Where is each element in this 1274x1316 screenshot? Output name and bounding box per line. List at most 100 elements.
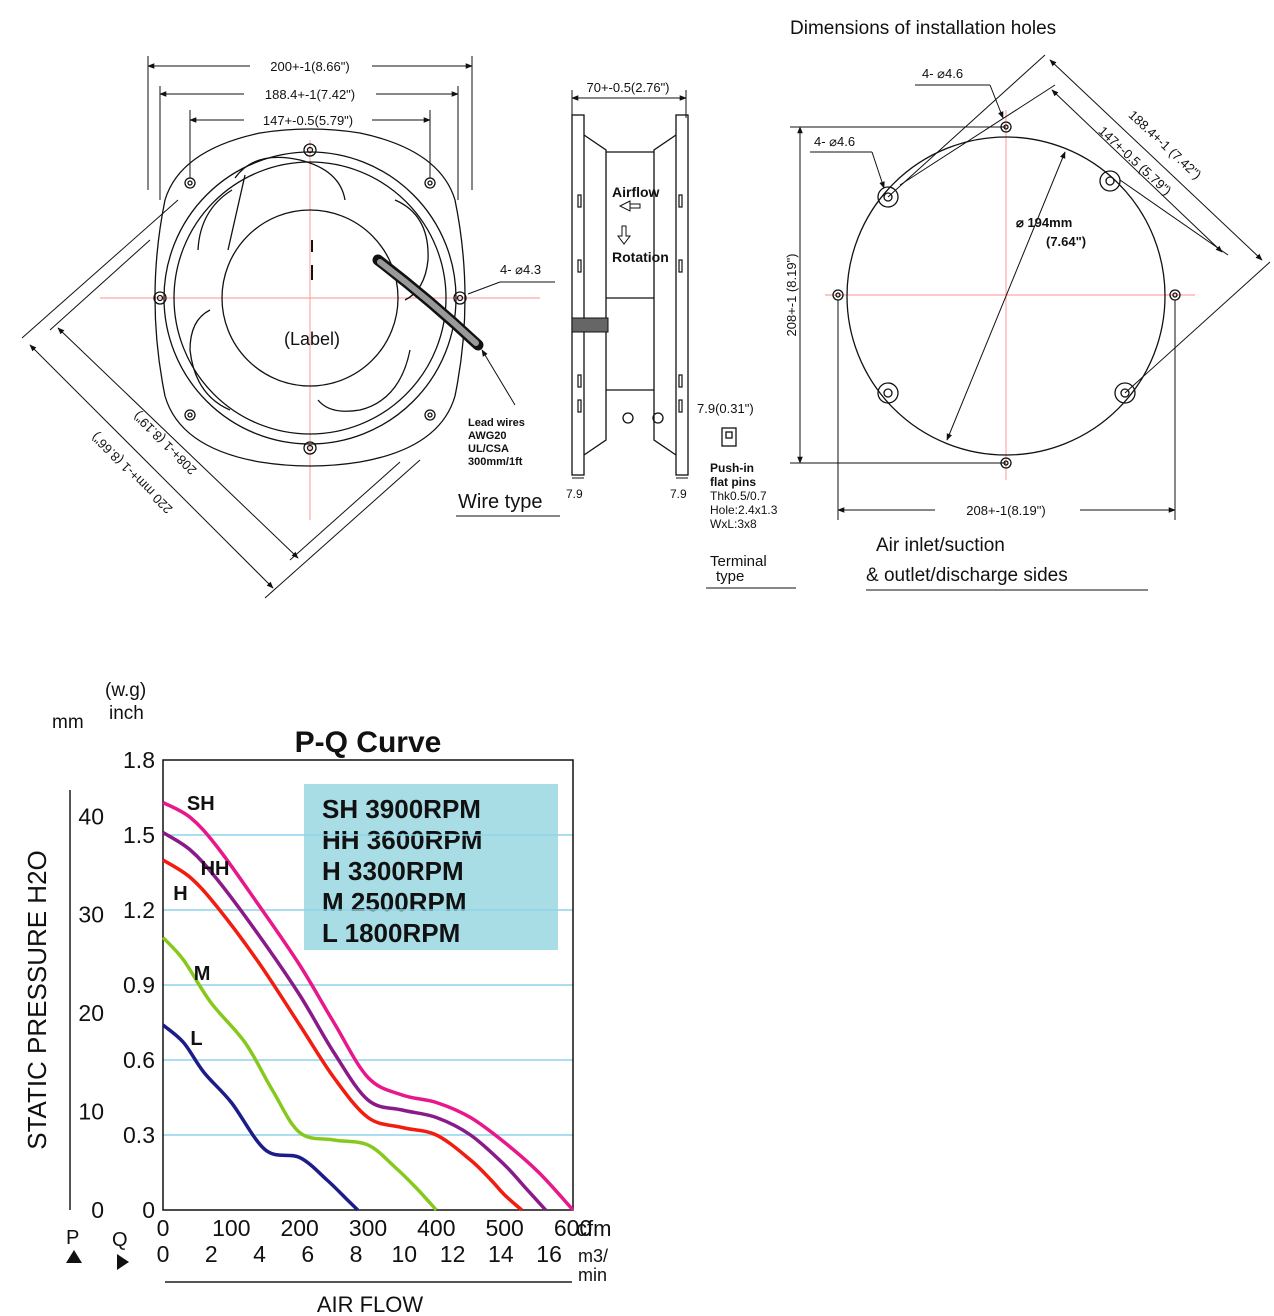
airflow-label: Airflow [612,184,660,200]
y-unit-mm: mm [52,712,84,733]
terminal-type-2: type [716,568,744,585]
x-tick-m3-7: 14 [488,1241,514,1267]
p-arrow-icon [66,1250,82,1263]
dim-208-diag-label: 208+-1 (8.19") [130,409,199,478]
y-tick-inch-4: 1.2 [123,897,155,923]
q-arrow-icon [117,1254,129,1270]
x-axis-label: AIR FLOW [317,1292,424,1316]
holes-caption-2: & outlet/discharge sides [866,565,1068,586]
legend-entry-3: M 2500RPM [322,887,467,917]
chart-title: P-Q Curve [295,726,442,759]
lead-wires-line-2: AWG20 [468,430,507,442]
terminal-type-1: Terminal [710,553,767,570]
y-tick-inch-3: 0.9 [123,972,155,998]
legend-entry-0: SH 3900RPM [322,794,481,824]
curve-label-sh: SH [187,793,215,815]
hole-top-spec: 4- ⌀4.6 [922,66,963,81]
wire-type-caption: Wire type [458,491,542,513]
y-tick-mm-1: 10 [78,1099,104,1125]
y-unit-inch: inch [109,703,144,724]
plot-frame [162,759,574,1211]
legend-entry-2: H 3300RPM [322,856,464,886]
terminal-note-2: flat pins [710,475,756,489]
diameter-inch-label: (7.64") [1046,234,1086,249]
diameter-label: ⌀ 194mm [1016,215,1072,230]
y-tick-inch-6: 1.8 [123,747,155,773]
y-axis-label: STATIC PRESSURE H2O [22,850,52,1150]
front-hole-spec: 4- ⌀4.3 [500,262,541,277]
dim-terminal-label: 7.9(0.31") [697,401,754,416]
q-axis-label: Q [112,1229,128,1251]
y-tick-inch-1: 0.3 [123,1122,155,1148]
x-tick-cfm-4: 400 [417,1215,455,1241]
dim-147-label: 147+-0.5(5.79") [263,113,353,128]
holes-view-drawing [790,54,1271,591]
lead-wires-line-3: UL/CSA [468,443,509,455]
x-tick-cfm-5: 500 [485,1215,523,1241]
y-tick-inch-5: 1.5 [123,822,155,848]
side-right-flange [675,114,689,476]
legend-box [304,784,558,950]
front-venturi [173,161,447,435]
holes-caption-1: Air inlet/suction [876,535,1005,556]
x-tick-m3-6: 12 [440,1241,466,1267]
hub [221,209,399,387]
pq-chart: P-Q Curve (w.g) inch mm STATIC PRESSURE … [22,680,611,1316]
dim-188-label: 188.4+-1(7.42") [265,87,355,102]
y-tick-mm-0: 0 [91,1197,104,1223]
x-tick-m3-0: 0 [157,1241,170,1267]
dim-left-7-9: 7.9 [566,487,583,501]
y-tick-inch-2: 0.6 [123,1047,155,1073]
x-unit-m3: m3/ [578,1246,608,1266]
y-tick-mm-3: 30 [78,902,104,928]
curve-sh [162,800,575,1212]
legend-entry-1: HH 3600RPM [322,825,482,855]
lead-wires-line-4: 300mm/1ft [468,456,523,468]
terminal-note-4: Hole:2.4x1.3 [710,503,778,517]
x-tick-cfm-3: 300 [349,1215,387,1241]
front-top-dimensions [147,56,473,200]
x-tick-m3-4: 8 [350,1241,363,1267]
front-diagonal-dimensions [21,199,421,599]
terminal-note-3: Thk0.5/0.7 [710,489,767,503]
x-tick-m3-2: 4 [253,1241,266,1267]
side-view-drawing [571,90,796,589]
dim-right-7-9: 7.9 [670,487,687,501]
holes-title: Dimensions of installation holes [790,18,1056,39]
curve-m [161,936,438,1212]
curve-label-h: H [173,883,187,905]
curve-l [161,1023,359,1212]
front-view-drawing [21,56,560,599]
curve-h [162,858,523,1212]
y-tick-mm-2: 20 [78,1000,104,1026]
dim-200-label: 200+-1(8.66") [270,59,349,74]
x-tick-m3-5: 10 [392,1241,418,1267]
x-unit-cfm: cfm [576,1216,611,1241]
inlet-circle [846,136,1166,456]
terminal-note-1: Push-in [710,461,754,475]
installation-holes [832,121,1181,469]
side-left-flange [571,114,585,476]
y-tick-inch-0: 0 [142,1197,155,1223]
fan-label-placeholder: (Label) [284,329,340,349]
x-tick-cfm-6: 600 [554,1215,592,1241]
x-tick-cfm-0: 0 [157,1215,170,1241]
rotation-label: Rotation [612,249,669,265]
p-axis-label: P [66,1227,79,1249]
curve-label-hh: HH [201,858,230,880]
x-tick-m3-1: 2 [205,1241,218,1267]
lead-wires-line-1: Lead wires [468,417,525,429]
x-tick-cfm-2: 200 [280,1215,318,1241]
x-tick-cfm-1: 100 [212,1215,250,1241]
terminal-note-5: WxL:3x8 [710,517,757,531]
side-wire-stub [571,317,609,333]
holes-dim-vertical: 208+-1 (8.19") [784,253,799,336]
curve-label-l: L [190,1028,202,1050]
curve-label-m: M [194,963,211,985]
legend-entry-4: L 1800RPM [322,918,460,948]
x-unit-min: min [578,1265,607,1285]
curve-hh [162,831,547,1212]
hole-left-spec: 4- ⌀4.6 [814,134,855,149]
holes-dim-horizontal: 208+-1(8.19") [966,503,1045,518]
